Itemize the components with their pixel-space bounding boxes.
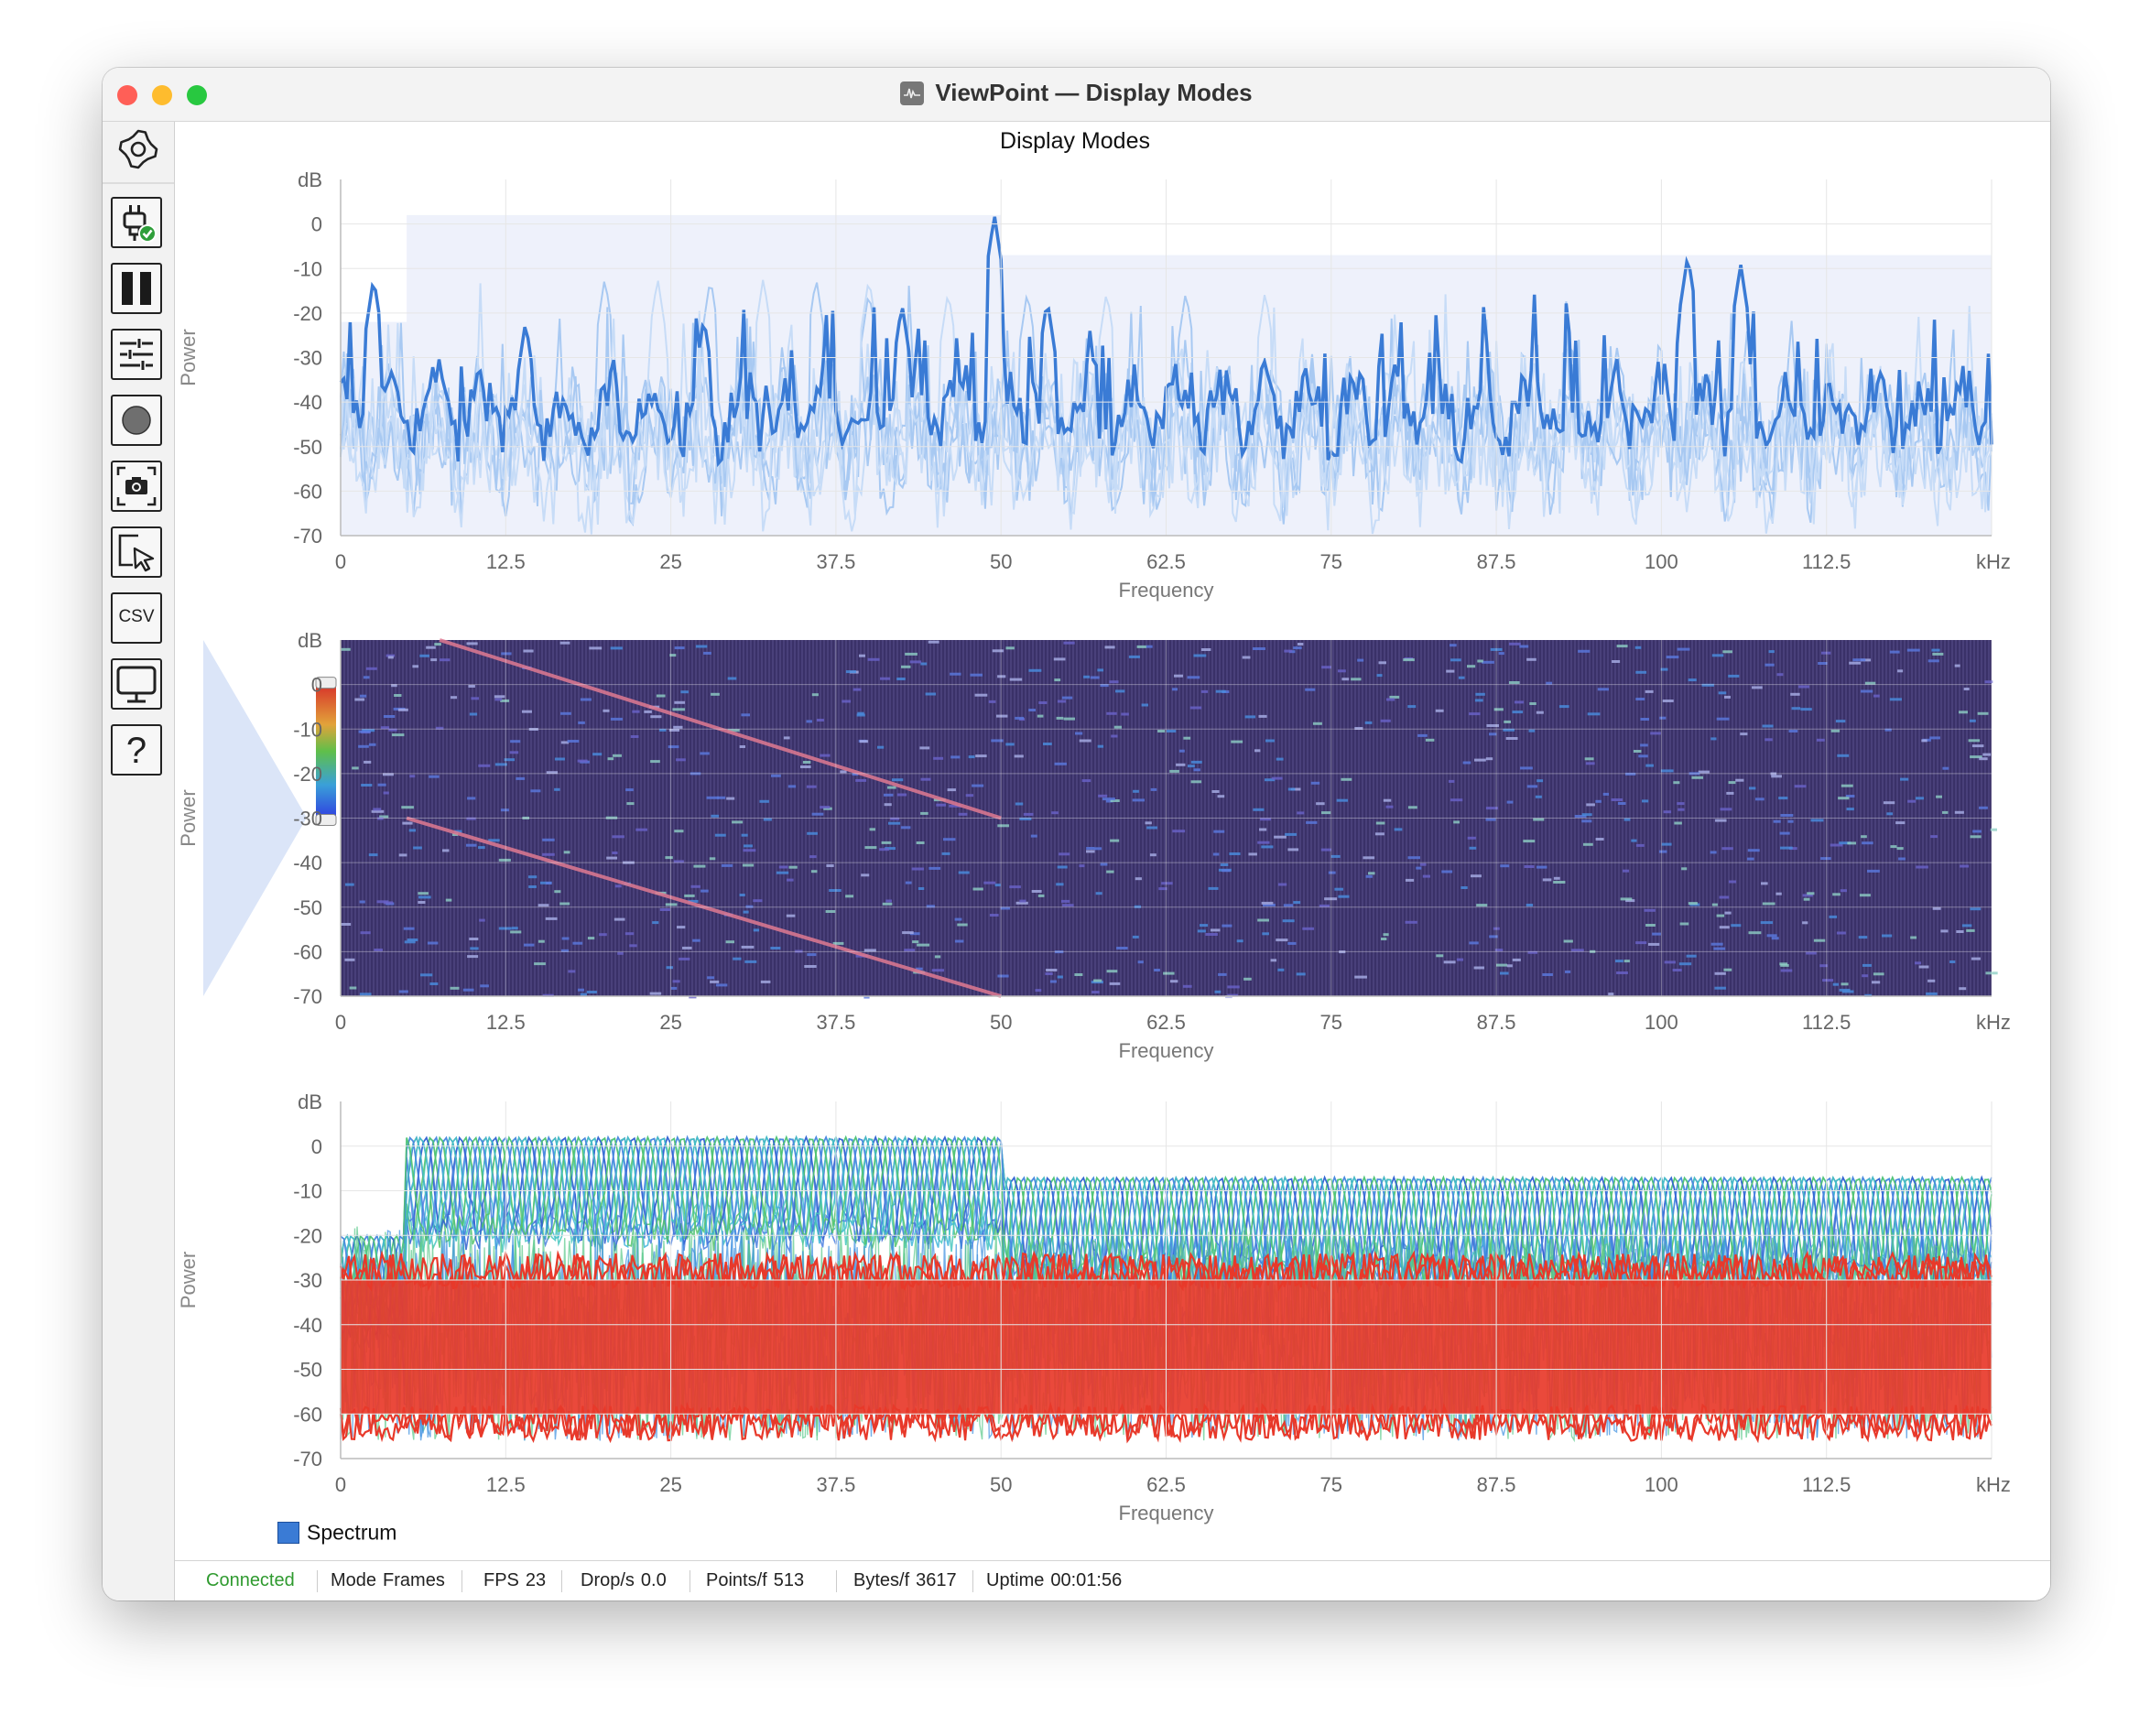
pause-icon bbox=[122, 272, 151, 305]
title-bar: ViewPoint — Display Modes bbox=[103, 68, 2050, 122]
points-label: Points/f bbox=[706, 1570, 767, 1590]
camera-icon bbox=[116, 466, 157, 506]
mode-status: Mode Frames bbox=[331, 1570, 445, 1591]
question-icon: ? bbox=[126, 731, 147, 771]
controls-button[interactable] bbox=[111, 329, 162, 380]
points-value: 513 bbox=[773, 1570, 805, 1590]
bytes-label: Bytes/f bbox=[853, 1570, 910, 1590]
pause-button[interactable] bbox=[111, 263, 162, 314]
select-button[interactable] bbox=[111, 526, 162, 578]
monitor-icon bbox=[116, 666, 157, 703]
mode-value: Frames bbox=[383, 1570, 445, 1590]
status-divider bbox=[317, 1570, 318, 1592]
points-status: Points/f 513 bbox=[706, 1570, 804, 1591]
close-window-button[interactable] bbox=[117, 85, 137, 105]
uptime-label: Uptime bbox=[986, 1570, 1045, 1590]
display-button[interactable] bbox=[111, 658, 162, 710]
status-divider bbox=[836, 1570, 837, 1592]
drop-value: 0.0 bbox=[640, 1570, 667, 1590]
toolbar: CSV ? bbox=[103, 122, 175, 1600]
screenshot-button[interactable] bbox=[111, 461, 162, 512]
fps-label: FPS bbox=[483, 1570, 519, 1590]
connection-status: Connected bbox=[206, 1570, 295, 1590]
svg-text:?: ? bbox=[126, 731, 147, 771]
status-bar: Connected Mode Frames FPS 23 Drop/s 0.0 Poi… bbox=[175, 1560, 2050, 1600]
record-button[interactable] bbox=[111, 395, 162, 446]
status-divider bbox=[972, 1570, 973, 1592]
bytes-value: 3617 bbox=[916, 1570, 957, 1590]
status-divider bbox=[561, 1570, 562, 1592]
fps-value: 23 bbox=[525, 1570, 547, 1590]
record-icon bbox=[122, 406, 151, 435]
connect-button[interactable] bbox=[111, 197, 162, 248]
zoom-window-button[interactable] bbox=[187, 85, 207, 105]
minimize-window-button[interactable] bbox=[152, 85, 172, 105]
sliders-icon bbox=[120, 339, 153, 370]
drop-status: Drop/s 0.0 bbox=[581, 1570, 667, 1591]
status-divider bbox=[461, 1570, 462, 1592]
gear-icon[interactable] bbox=[116, 127, 160, 171]
csv-export-button[interactable]: CSV bbox=[111, 592, 162, 644]
app-window: ViewPoint — Display Modes bbox=[103, 68, 2050, 1600]
pointer-select-icon bbox=[118, 534, 155, 572]
csv-label: CSV bbox=[118, 607, 155, 626]
window-title: ViewPoint — Display Modes bbox=[935, 79, 1253, 106]
plug-check-icon bbox=[123, 205, 157, 243]
drop-label: Drop/s bbox=[581, 1570, 635, 1590]
uptime-status: Uptime 00:01:56 bbox=[986, 1570, 1122, 1591]
uptime-value: 00:01:56 bbox=[1050, 1570, 1123, 1590]
toolbar-divider bbox=[103, 182, 174, 184]
fps-status: FPS 23 bbox=[483, 1570, 546, 1591]
app-icon bbox=[900, 81, 925, 105]
mode-label: Mode bbox=[331, 1570, 377, 1590]
help-button[interactable]: ? bbox=[111, 724, 162, 776]
bytes-status: Bytes/f 3617 bbox=[853, 1570, 957, 1591]
